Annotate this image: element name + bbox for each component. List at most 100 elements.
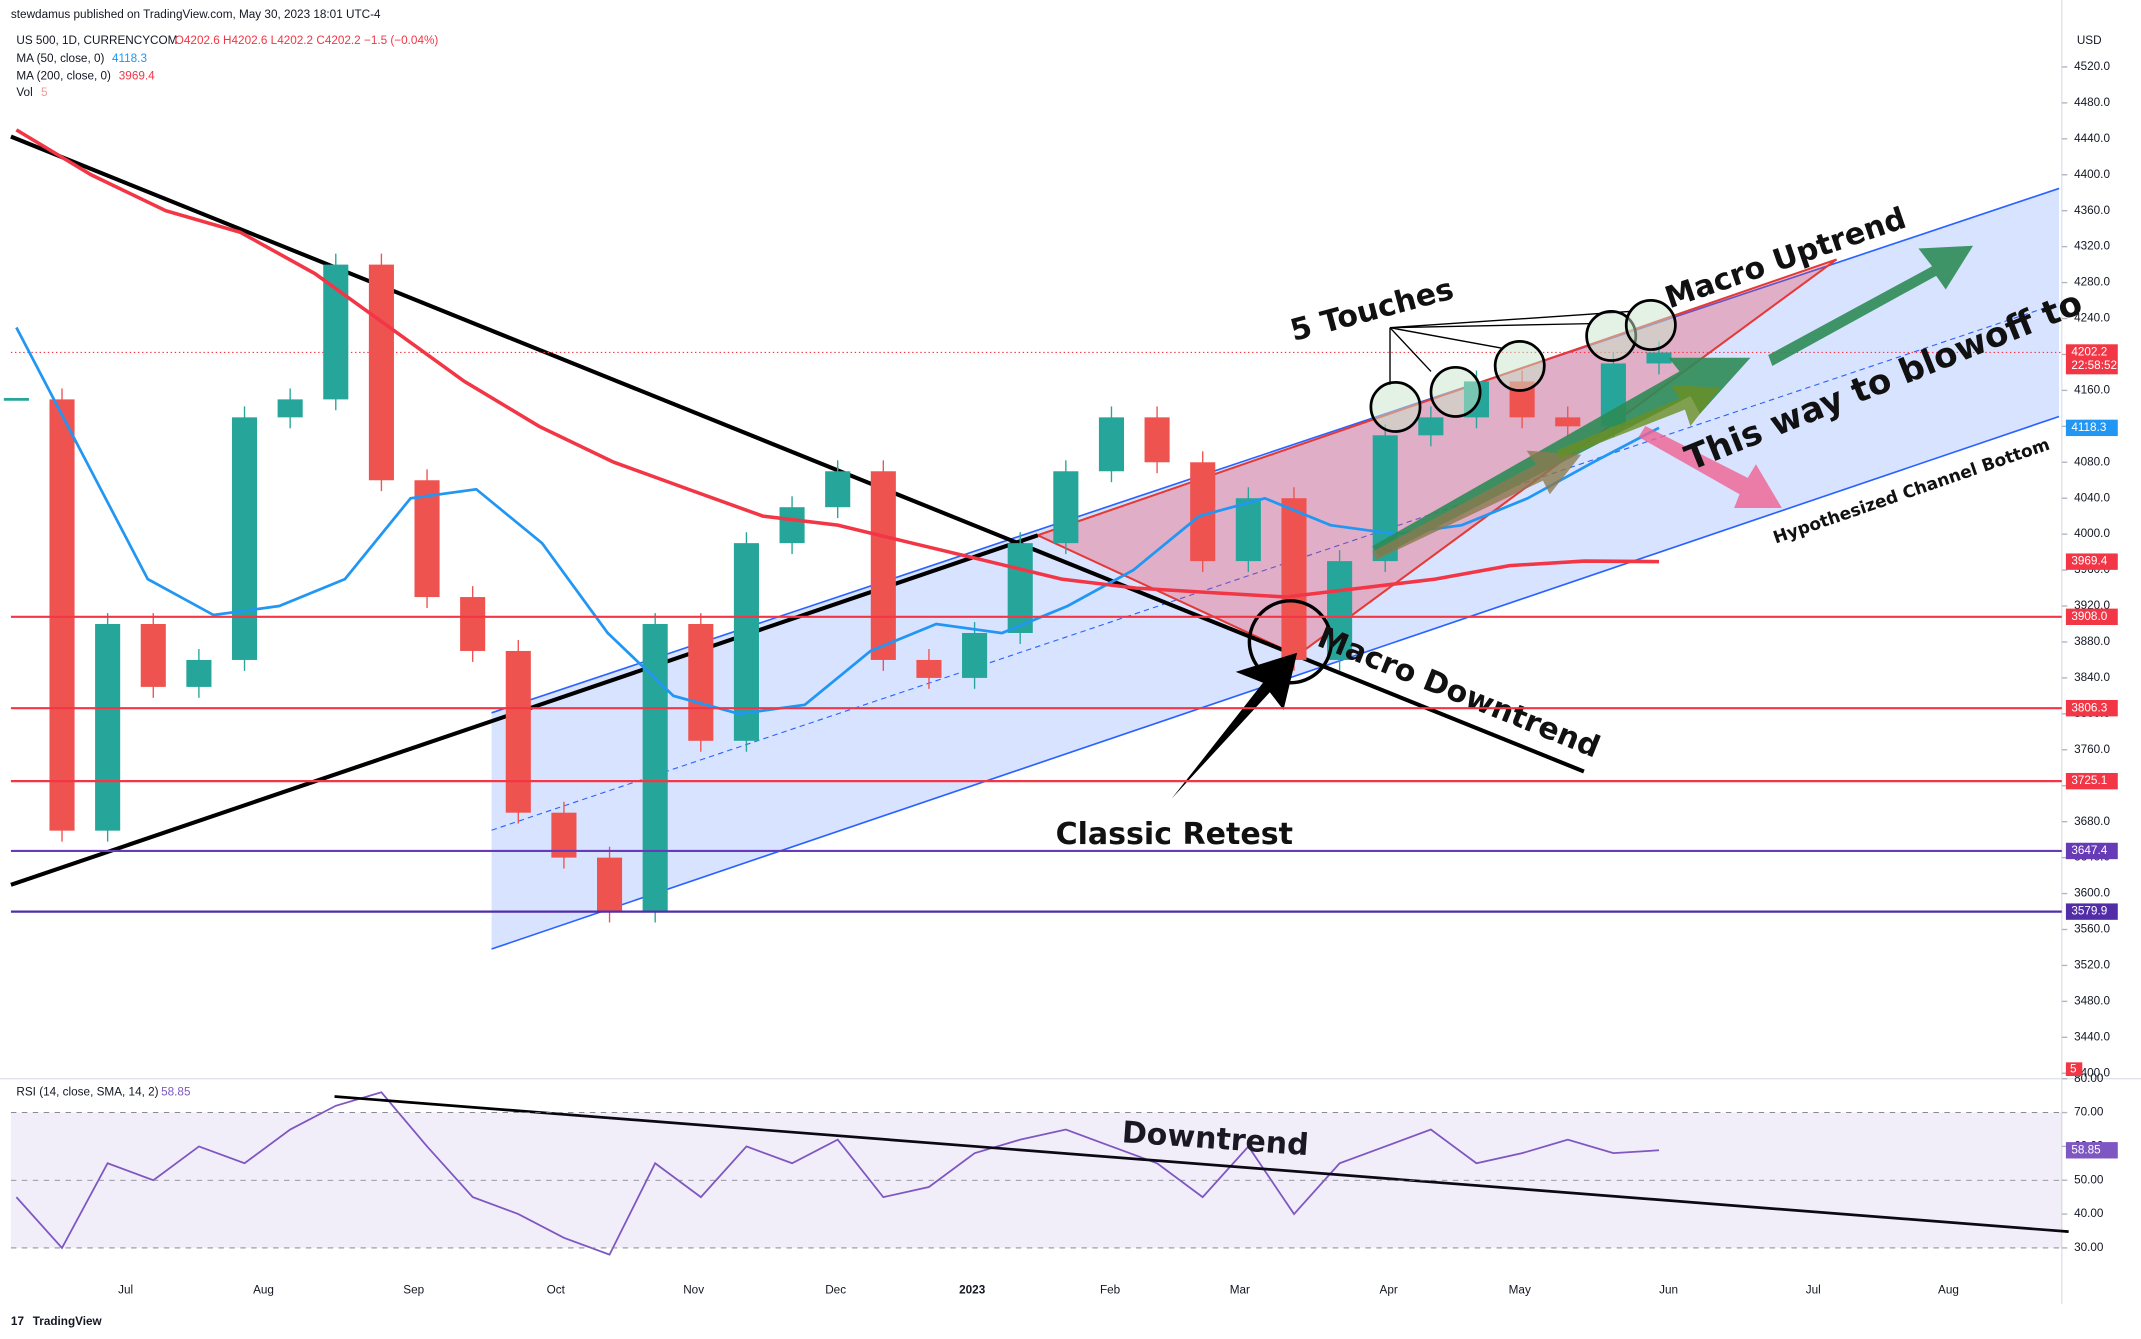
candle [460,597,486,651]
candle [1646,352,1672,364]
level-badge [2065,700,2118,717]
candle [1281,498,1307,660]
olive-arrow [1372,450,1582,560]
level-badge [2065,842,2118,860]
annotation: Classic Retest [1056,817,1293,852]
y-tick-label: 4480.0 [2074,96,2110,109]
x-tick-label: Feb [1100,1283,1121,1296]
rsi-legend-value: 58.85 [161,1085,191,1098]
x-tick-label: 2023 [959,1283,986,1296]
footer: TradingView [33,1315,103,1328]
y-tick-label: 3840.0 [2074,671,2110,684]
x-tick-label: Jun [1659,1283,1678,1296]
touch-circle [1429,365,1482,418]
pink-arrow [1638,426,1782,508]
candle [368,264,394,481]
vol-badge-label: 5 [2070,1062,2077,1075]
rsi-legend: RSI (14, close, SMA, 14, 2) [16,1085,158,1098]
x-tick-label: Aug [1938,1283,1959,1296]
y-tick-label: 4280.0 [2074,276,2110,289]
candle [186,659,212,687]
y-tick-label: 4520.0 [2074,60,2110,73]
candle [642,624,668,912]
level-badge-label: 3908.0 [2071,610,2107,623]
rsi-y-tick-label: 30.00 [2074,1241,2104,1254]
candle [95,624,121,831]
retest-circle [1247,599,1334,685]
candle [1235,498,1261,562]
y-tick-label: 3560.0 [2074,923,2110,936]
candle [825,471,851,508]
level-badge-label: 3579.9 [2071,905,2107,918]
level-badge [2065,903,2118,920]
rsi-badge-label: 58.85 [2071,1143,2101,1156]
touch-link [1389,310,1632,329]
channel-mid [491,302,2060,831]
candle [916,659,942,678]
price-badge [2065,419,2118,437]
legend-ma200: MA (200, close, 0) [16,70,111,83]
x-tick-label: Mar [1230,1283,1250,1296]
rsi-line [15,1091,1660,1256]
candle [779,507,805,544]
rsi-downtrend-line [334,1095,2069,1234]
green-arrow [1768,245,1974,366]
price-badge-label: 3969.4 [2071,555,2107,568]
price-badge [2065,553,2118,570]
y-tick-label: 4080.0 [2074,455,2110,468]
candle [1418,417,1444,436]
retest-arrow [1171,652,1298,799]
x-tick-label: Nov [683,1283,704,1296]
y-tick-label: 4160.0 [2074,383,2110,396]
touch-link [1389,327,1503,349]
level-badge-label: 3725.1 [2071,774,2107,787]
candle [49,399,75,831]
touch-marks [1247,299,1677,685]
candle [1007,543,1033,633]
vol-badge [2065,1062,2083,1077]
candle [323,264,349,400]
x-tick-label: Jul [1806,1283,1821,1296]
candle [277,399,303,418]
y-tick-label: 4240.0 [2074,312,2110,325]
touch-link [1389,327,1432,372]
candle [414,480,440,598]
ma50-line [15,326,1660,716]
publisher: stewdamus published on TradingView.com, … [11,8,381,21]
candle [1053,471,1079,544]
olive-arrow [1556,385,1721,459]
y-tick-label: 3400.0 [2074,1066,2110,1079]
y-tick-label: 4440.0 [2074,132,2110,145]
candle [1555,417,1581,427]
level-badge-label: 3647.4 [2071,844,2107,857]
x-tick-label: Dec [825,1283,846,1296]
x-tick-label: Sep [403,1283,424,1296]
level-badge-label: 3806.3 [2071,701,2107,714]
candle [688,624,714,741]
rsi-y-tick-label: 50.00 [2074,1173,2104,1186]
y-tick-label: 4040.0 [2074,491,2110,504]
x-tick-label: Oct [547,1283,566,1296]
candle [597,857,623,912]
rsi-badge [2065,1142,2118,1159]
y-tick-label: 3680.0 [2074,815,2110,828]
price-badge-label: 4202.2 [2071,346,2107,359]
price-badge-label: 4118.3 [2071,421,2106,434]
x-tick-label: Jul [118,1283,133,1296]
countdown: 22:58:52 [2071,359,2117,372]
x-tick-label: May [1509,1283,1531,1296]
legend-ma50: MA (50, close, 0) [16,52,104,65]
touch-circle [1624,299,1677,351]
legend-ohlc: O4202.6 H4202.6 L4202.2 C4202.2 −1.5 (−0… [175,34,439,47]
ma200-line [15,128,1660,599]
touch-circle [1493,340,1546,392]
candle [1098,417,1125,472]
rsi-y-tick-label: 70.00 [2074,1106,2104,1119]
level-badge [2065,608,2118,626]
x-tick-label: Apr [1380,1283,1398,1296]
y-tick-label: 3600.0 [2074,887,2110,900]
touch-circle [1369,380,1422,433]
y-tick-label: 3520.0 [2074,959,2110,972]
